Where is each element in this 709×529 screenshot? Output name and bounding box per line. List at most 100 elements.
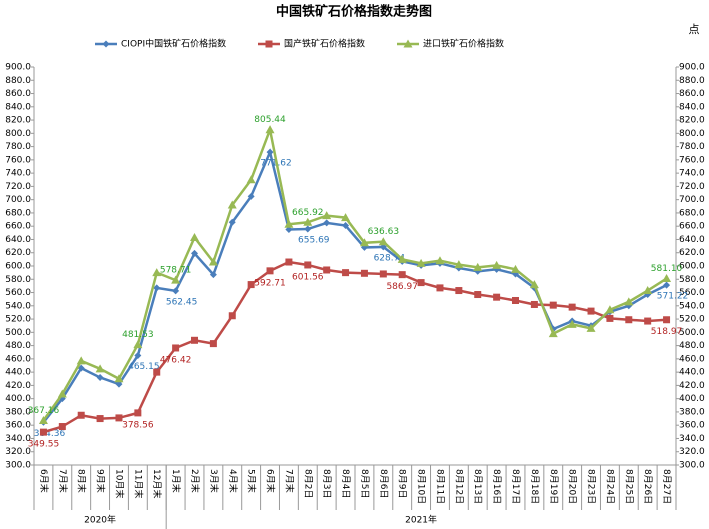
x-tick-label: 3月末 bbox=[208, 469, 220, 493]
y-tick-label: 620.0 bbox=[5, 248, 31, 258]
y-tick-label: 500.0 bbox=[5, 328, 31, 338]
y2-tick-label: 720.0 bbox=[679, 182, 705, 192]
y2-tick-label: 440.0 bbox=[679, 368, 705, 378]
x-tick-label: 8月12日 bbox=[453, 469, 464, 504]
x-tick-label: 8月3日 bbox=[321, 469, 332, 498]
marker bbox=[341, 213, 351, 222]
marker bbox=[190, 232, 199, 241]
marker bbox=[416, 258, 426, 267]
marker bbox=[606, 314, 614, 322]
data-label: 628.74 bbox=[374, 253, 406, 263]
y2-tick-label: 840.0 bbox=[679, 102, 705, 112]
marker bbox=[342, 269, 350, 277]
series-line bbox=[43, 260, 667, 434]
marker bbox=[529, 280, 539, 289]
data-label: 476.42 bbox=[160, 355, 192, 365]
data-label: 481.53 bbox=[122, 330, 154, 340]
marker bbox=[359, 238, 369, 247]
x-tick-label: 1月末 bbox=[170, 469, 182, 493]
marker bbox=[662, 274, 672, 283]
y2-tick-label: 520.0 bbox=[679, 315, 705, 325]
y2-tick-label: 740.0 bbox=[679, 169, 705, 179]
marker bbox=[77, 411, 85, 419]
data-label: 636.63 bbox=[368, 227, 400, 237]
y-tick-label: 380.0 bbox=[5, 407, 31, 417]
marker bbox=[39, 428, 47, 436]
y2-tick-label: 800.0 bbox=[679, 129, 705, 139]
y-tick-label: 760.0 bbox=[5, 155, 31, 165]
data-label: 465.15 bbox=[128, 362, 160, 372]
x-tick-label: 8月24日 bbox=[604, 469, 615, 504]
y2-tick-label: 420.0 bbox=[679, 381, 705, 391]
marker bbox=[624, 297, 634, 306]
marker bbox=[323, 219, 331, 227]
x-tick-label: 10月末 bbox=[113, 469, 125, 498]
marker bbox=[58, 423, 66, 431]
marker bbox=[548, 329, 558, 338]
x-tick-label: 11月末 bbox=[132, 469, 144, 498]
marker bbox=[172, 287, 180, 295]
data-label: 364.36 bbox=[34, 429, 66, 439]
marker bbox=[530, 300, 538, 308]
marker bbox=[191, 249, 198, 257]
y2-tick-label: 860.0 bbox=[679, 89, 705, 99]
marker bbox=[360, 269, 368, 277]
marker bbox=[115, 414, 123, 422]
x-tick-label: 8月27日 bbox=[661, 469, 672, 504]
marker bbox=[247, 281, 255, 289]
x-tick-label: 5月末 bbox=[246, 469, 258, 493]
y-tick-label: 600.0 bbox=[5, 262, 31, 272]
y-tick-label: 320.0 bbox=[5, 447, 31, 457]
marker bbox=[227, 200, 237, 209]
marker bbox=[209, 340, 217, 348]
marker bbox=[511, 264, 520, 273]
y2-tick-label: 320.0 bbox=[679, 447, 705, 457]
data-label: 562.45 bbox=[166, 297, 198, 307]
x-tick-label: 6月末 bbox=[38, 469, 50, 493]
data-label: 349.55 bbox=[28, 440, 60, 450]
x-tick-label: 8月18日 bbox=[529, 469, 540, 504]
marker bbox=[473, 262, 483, 271]
marker bbox=[152, 268, 162, 277]
marker bbox=[304, 261, 312, 269]
data-label: 518.97 bbox=[651, 327, 683, 337]
data-label: 601.56 bbox=[292, 272, 324, 282]
marker bbox=[266, 267, 274, 275]
marker bbox=[228, 312, 236, 320]
marker bbox=[663, 316, 671, 324]
y-tick-label: 740.0 bbox=[5, 169, 31, 179]
data-label: 655.69 bbox=[298, 236, 330, 246]
y-tick-label: 860.0 bbox=[5, 89, 31, 99]
marker bbox=[586, 323, 596, 332]
y-tick-label: 660.0 bbox=[5, 222, 31, 232]
marker bbox=[96, 415, 104, 423]
y2-tick-label: 360.0 bbox=[679, 421, 705, 431]
marker bbox=[246, 175, 256, 184]
marker bbox=[474, 291, 482, 299]
marker bbox=[266, 148, 274, 156]
marker bbox=[663, 281, 671, 289]
legend-label: 进口铁矿石价格指数 bbox=[423, 38, 504, 50]
y-tick-label: 900.0 bbox=[5, 63, 31, 73]
x-tick-label: 8月16日 bbox=[491, 469, 502, 504]
y2-tick-label: 380.0 bbox=[679, 407, 705, 417]
y2-tick-label: 640.0 bbox=[679, 235, 705, 245]
marker bbox=[436, 284, 444, 292]
y2-tick-label: 880.0 bbox=[679, 76, 705, 86]
data-label: 581.10 bbox=[651, 264, 683, 274]
marker bbox=[493, 293, 501, 301]
marker bbox=[417, 279, 425, 287]
x-tick-label: 8月6日 bbox=[378, 469, 389, 498]
x-tick-label: 8月9日 bbox=[397, 469, 408, 498]
marker bbox=[512, 296, 519, 304]
y2-tick-label: 340.0 bbox=[679, 434, 705, 444]
marker bbox=[265, 125, 275, 134]
marker bbox=[171, 275, 181, 284]
marker bbox=[285, 226, 293, 234]
y-tick-label: 520.0 bbox=[5, 315, 31, 325]
marker bbox=[285, 258, 293, 266]
marker bbox=[587, 307, 595, 315]
marker bbox=[435, 256, 445, 265]
y-tick-label: 840.0 bbox=[5, 102, 31, 112]
